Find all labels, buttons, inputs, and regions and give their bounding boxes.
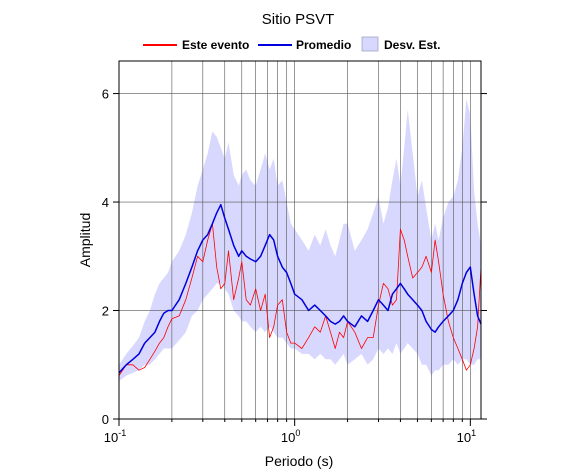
legend-label-promedio: Promedio [296, 38, 351, 52]
chart-title: Sitio PSVT [262, 11, 335, 28]
x-tick-label: 100 [281, 428, 300, 445]
y-axis-label: Amplitud [77, 213, 93, 267]
series-line-promedio [118, 203, 482, 374]
std-dev-band [119, 99, 481, 381]
x-tick-exponent: 1 [471, 428, 476, 438]
y-tick-label: 2 [102, 304, 109, 319]
x-tick-exponent: -1 [118, 428, 126, 438]
legend-label-este-evento: Este evento [182, 38, 249, 52]
y-tick-label: 4 [102, 195, 109, 210]
series-line-este-evento [118, 223, 482, 376]
x-tick-label: 101 [457, 428, 476, 445]
legend: Este evento Promedio Desv. Est. [143, 36, 440, 52]
legend-label-desv-est: Desv. Est. [384, 38, 440, 52]
x-tick-label: 10-1 [104, 428, 126, 445]
x-tick-exponent: 0 [295, 428, 300, 438]
legend-swatch-desv-est [361, 36, 379, 52]
plot-frame [118, 60, 482, 420]
x-axis-label: Periodo (s) [265, 453, 333, 469]
y-tick-label: 0 [102, 412, 109, 427]
y-tick-label: 6 [102, 87, 109, 102]
